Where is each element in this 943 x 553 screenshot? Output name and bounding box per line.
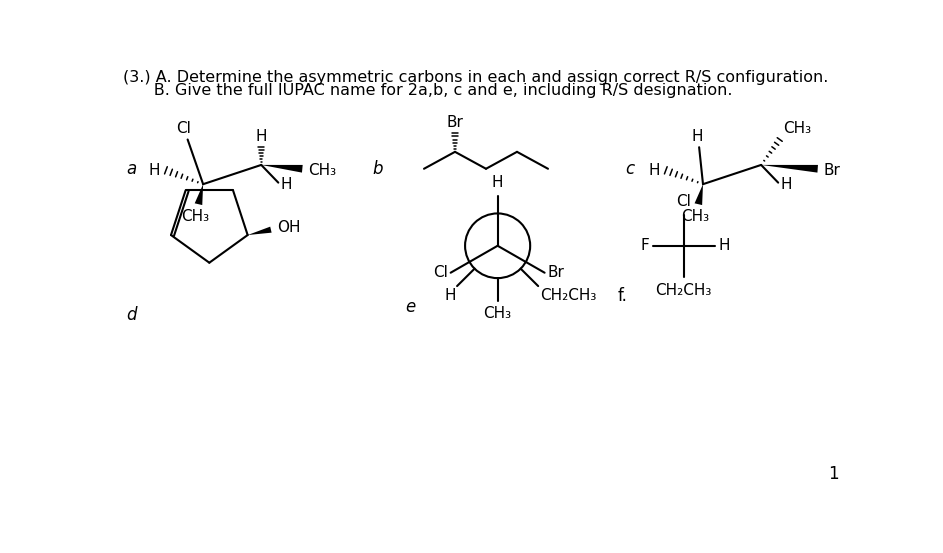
Polygon shape	[695, 184, 703, 205]
Text: Br: Br	[548, 265, 565, 280]
Polygon shape	[248, 227, 272, 235]
Polygon shape	[261, 165, 303, 173]
Text: Cl: Cl	[433, 265, 448, 280]
Text: H: H	[281, 176, 292, 192]
Text: H: H	[149, 163, 160, 178]
Text: B. Give the full IUPAC name for 2a,b, c and e, including R/S designation.: B. Give the full IUPAC name for 2a,b, c …	[123, 84, 732, 98]
Text: H: H	[692, 129, 703, 144]
Text: H: H	[719, 238, 730, 253]
Polygon shape	[761, 165, 818, 173]
Polygon shape	[194, 184, 203, 205]
Text: H: H	[444, 288, 455, 302]
Text: d: d	[126, 306, 137, 324]
Text: e: e	[405, 299, 416, 316]
Text: H: H	[649, 163, 660, 178]
Text: 1: 1	[828, 465, 838, 483]
Text: CH₃: CH₃	[181, 209, 209, 224]
Text: OH: OH	[277, 220, 301, 235]
Text: Cl: Cl	[676, 194, 691, 209]
Text: F: F	[640, 238, 649, 253]
Text: CH₂CH₃: CH₂CH₃	[540, 288, 597, 302]
Text: CH₂CH₃: CH₂CH₃	[655, 283, 712, 298]
Text: Br: Br	[823, 163, 840, 178]
Text: CH₃: CH₃	[681, 209, 709, 224]
Text: CH₃: CH₃	[783, 122, 811, 137]
Text: CH₃: CH₃	[484, 306, 512, 321]
Text: CH₃: CH₃	[307, 163, 336, 178]
Text: a: a	[126, 160, 137, 178]
Text: Cl: Cl	[176, 122, 191, 137]
Text: H: H	[256, 129, 267, 144]
Text: (3.) A. Determine the asymmetric carbons in each and assign correct R/S configur: (3.) A. Determine the asymmetric carbons…	[123, 70, 828, 85]
Text: H: H	[781, 176, 792, 192]
Text: c: c	[625, 160, 634, 178]
Text: Br: Br	[447, 115, 463, 131]
Text: f.: f.	[618, 287, 628, 305]
Text: H: H	[492, 175, 504, 190]
Text: b: b	[372, 160, 383, 178]
